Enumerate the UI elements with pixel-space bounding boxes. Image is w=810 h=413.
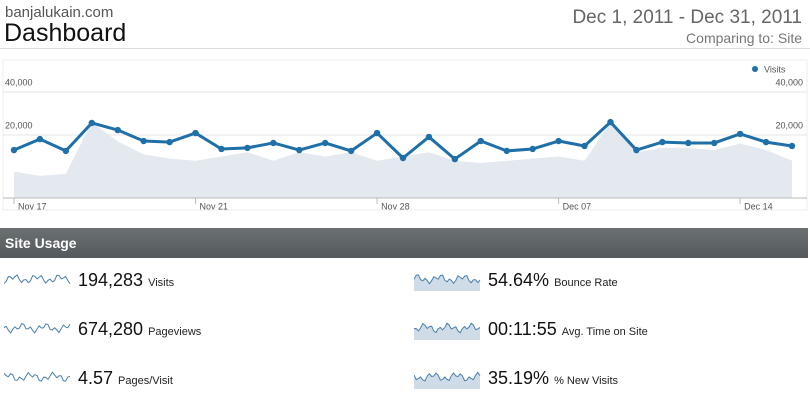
metric-label: Pages/Visit [118,375,173,387]
sparkline [4,371,71,382]
visits-point [88,119,96,127]
y-tick-label-right: 40,000 [775,77,803,87]
y-tick-label: 40,000 [5,77,33,87]
y-tick-label-right: 20,000 [775,120,803,130]
sparkline [414,322,481,340]
visits-point [218,145,225,153]
metric-value: 54.64% Bounce Rate [488,270,618,290]
metric-value: 194,283 Visits [78,270,175,290]
visits-point [685,139,692,147]
metric-value: 4.57 Pages/Visit [78,368,173,388]
visits-point [659,138,666,146]
metric-value: 00:11:55 Avg. Time on Site [488,319,648,339]
sparkline-area [414,372,480,389]
site-name: banjalukain.com [5,4,114,21]
sparkline-area [414,323,480,340]
y-tick-label: 20,000 [5,120,33,130]
visits-point [529,145,536,153]
page-title: Dashboard [4,19,127,47]
visits-point [736,130,744,138]
sparkline-line [4,274,71,285]
comparison: Comparing to: Site [686,30,802,46]
visits-point [477,137,484,145]
sparkline [4,274,71,285]
visits-point [373,129,381,137]
section-title: Site Usage [5,235,77,251]
visits-point [788,142,796,150]
metric-value: 674,280 Pageviews [78,319,202,339]
metric-label: Bounce Rate [554,277,618,289]
visits-point [62,147,70,155]
date-range[interactable]: Dec 1, 2011 - Dec 31, 2011 [572,7,802,28]
visits-point [296,146,303,154]
metric-value: 35.19%% New Visits [488,368,619,388]
visits-point [322,139,329,147]
sparkline-area [414,274,480,291]
x-tick-label: Nov 17 [18,201,47,211]
x-tick-label: Dec 14 [744,201,773,211]
sparkline-line [414,274,481,285]
x-tick-label: Nov 21 [200,201,229,211]
visits-point [10,146,18,154]
sparkline-line [4,371,71,382]
x-tick-label: Dec 07 [563,201,592,211]
visits-point [633,146,640,154]
sparkline-line [4,322,71,334]
visits-point [503,147,510,155]
visits-point [451,155,459,163]
sparkline [414,371,481,389]
metric-label: Avg. Time on Site [561,326,648,338]
visits-point [555,137,562,145]
metric-label: % New Visits [554,375,619,387]
metric-label: Pageviews [148,326,202,338]
sparkline-line [414,371,481,382]
sparkline-line [414,322,481,334]
visits-point [270,139,277,147]
legend-marker [752,66,758,72]
visits-point [244,144,251,152]
metric-label: Visits [148,277,175,289]
visits-point [192,129,199,137]
visits-point [347,147,355,155]
visits-point [166,138,173,146]
visits-point [425,133,433,141]
visits-point [711,139,718,147]
visits-point [399,154,407,162]
visits-point [607,118,614,126]
sparkline [4,322,71,334]
separator [0,48,810,49]
x-tick-label: Nov 28 [381,201,410,211]
visits-point [36,135,44,143]
visits-point [762,138,770,146]
visits-point [114,126,121,134]
visits-chart: 20,000 20,000 40,000 40,000 Visits Nov 17 Nov … [2,59,808,211]
visits-point [140,137,147,145]
legend-label: Visits [764,64,786,74]
section-header: Site Usage [0,228,808,258]
sparkline [414,274,481,291]
visits-point [581,142,588,150]
